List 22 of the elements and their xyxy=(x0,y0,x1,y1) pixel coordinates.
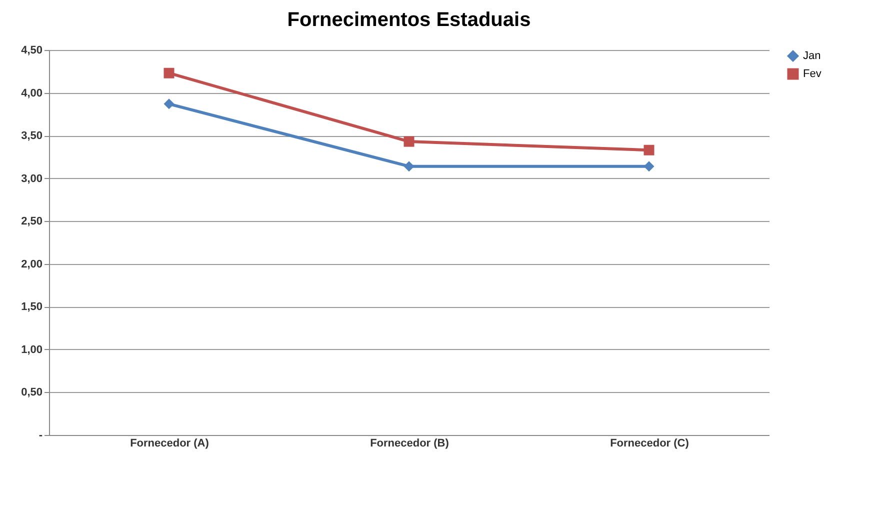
point xyxy=(404,161,414,172)
legend-label: Fev xyxy=(803,68,822,80)
y-tick-label: 4,50 xyxy=(21,44,42,56)
point xyxy=(164,98,174,110)
y-tick-label: 4,00 xyxy=(21,87,42,100)
chart-title: Fornecimentos Estaduais xyxy=(287,9,531,31)
x-tick-label: Fornecedor (A) xyxy=(130,438,210,450)
point xyxy=(164,68,174,78)
legend-label: Jan xyxy=(803,50,821,62)
x-tick-label: Fornecedor (B) xyxy=(370,438,450,450)
y-tick-label: 2,00 xyxy=(21,258,42,270)
y-tick-label: 3,00 xyxy=(21,172,42,185)
y-tick-label: 3,50 xyxy=(21,130,42,142)
y-tick-label: 2,50 xyxy=(21,216,42,228)
point xyxy=(644,161,654,172)
point xyxy=(404,136,414,147)
x-tick-label: Fornecedor (C) xyxy=(610,438,690,450)
y-tick-label: 1,50 xyxy=(21,301,42,314)
y-tick-label: 0,50 xyxy=(21,386,42,399)
y-tick-label: - xyxy=(38,430,43,442)
y-tick-label: 1,00 xyxy=(21,344,42,356)
point xyxy=(644,144,654,156)
